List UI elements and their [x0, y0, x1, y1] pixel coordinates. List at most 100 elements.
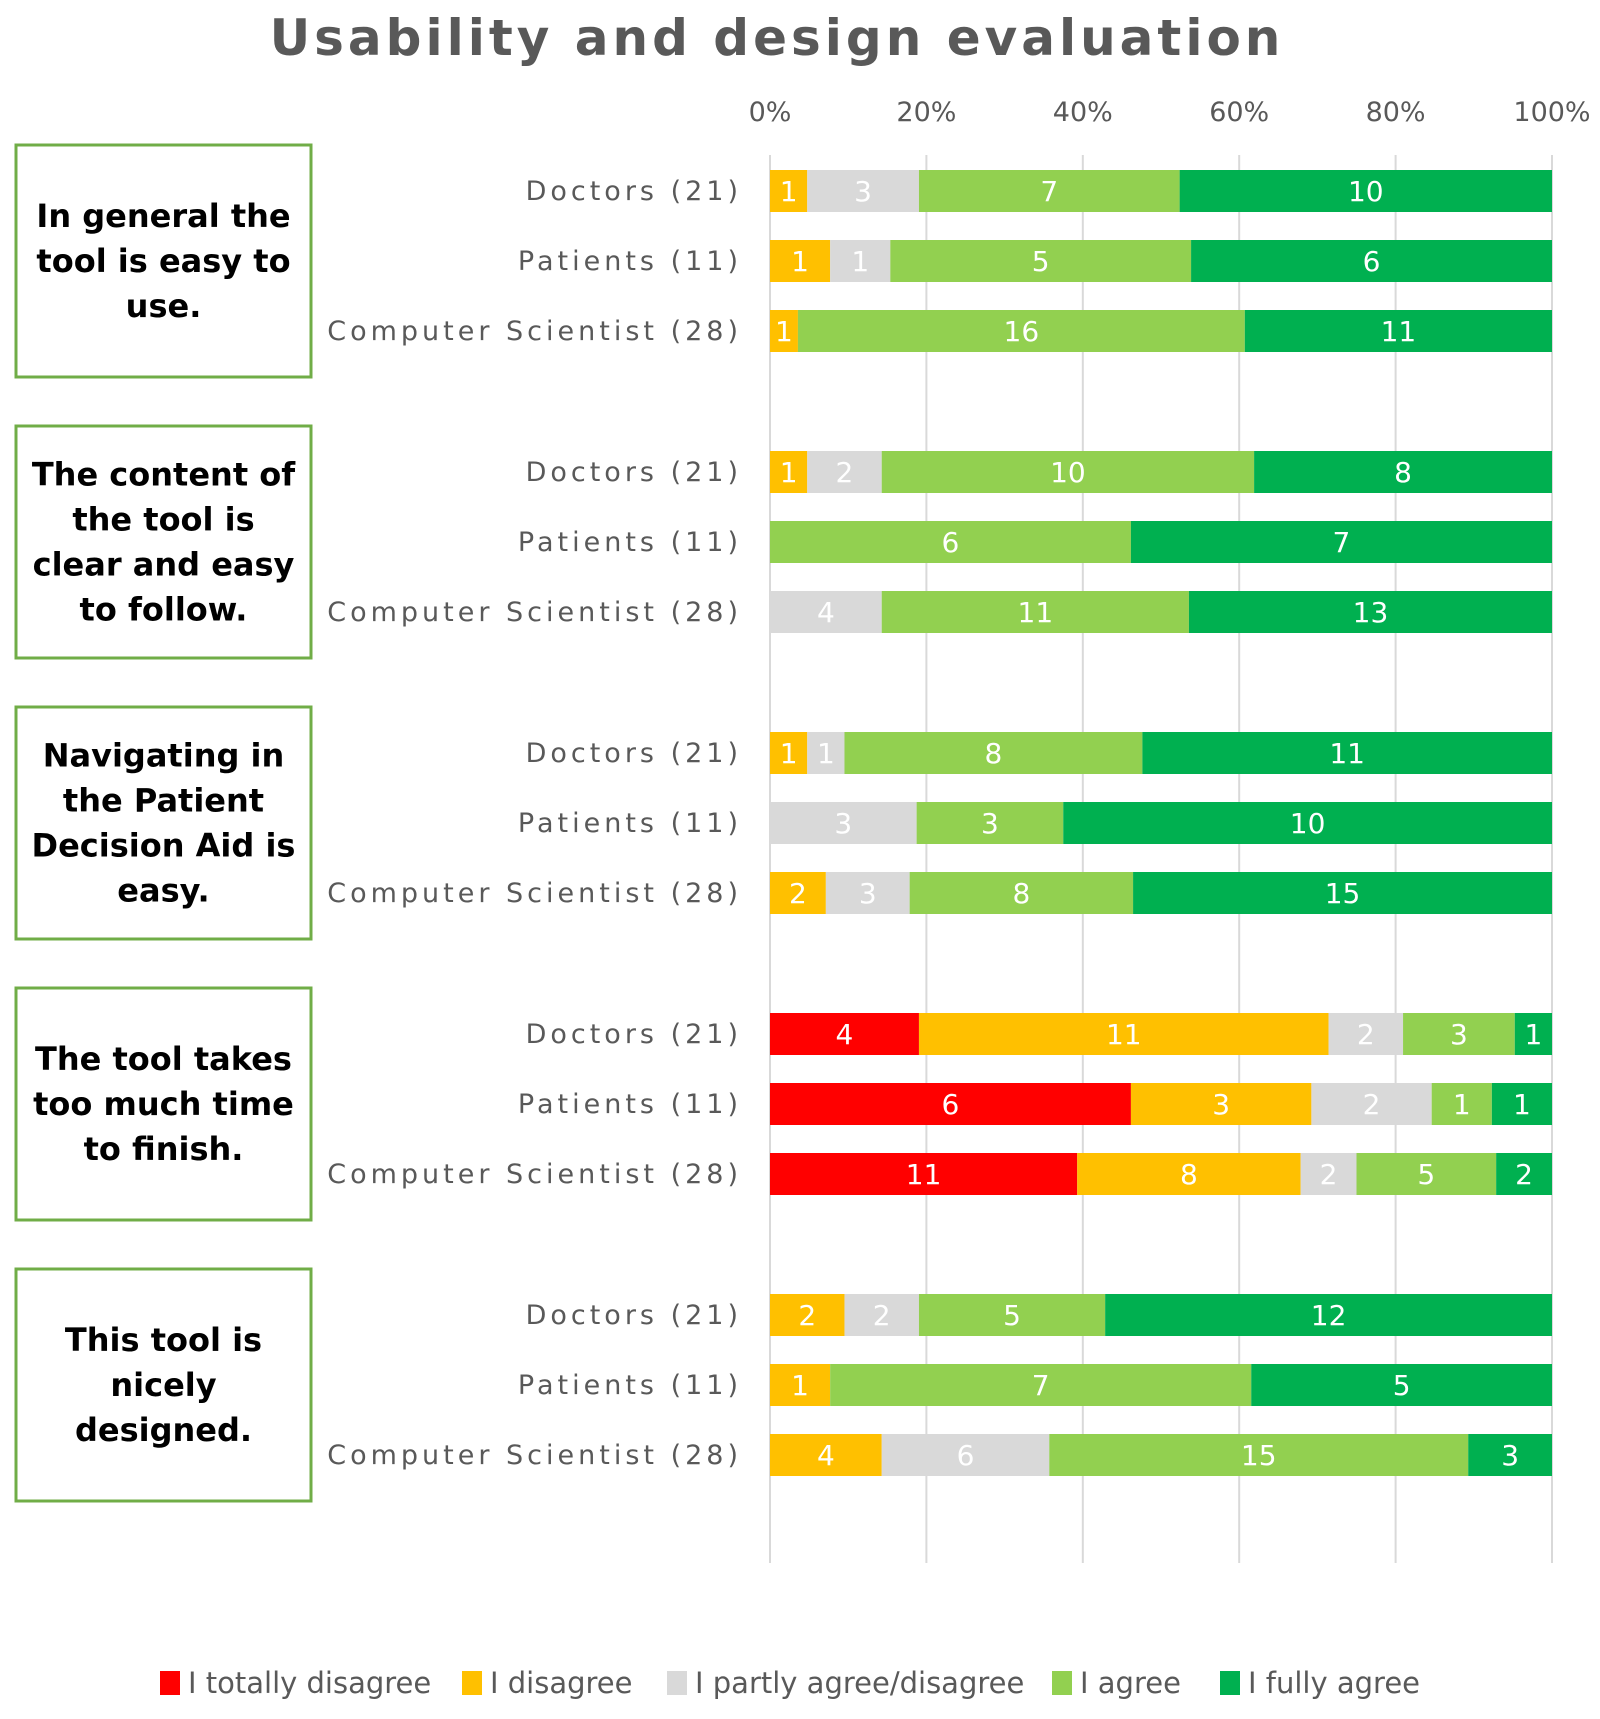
question-text: use.	[126, 287, 202, 325]
bar-value-label: 1	[1524, 1018, 1542, 1051]
bar-segment	[1431, 1083, 1492, 1125]
category-label: Patients (11)	[518, 246, 742, 277]
bar-value-label: 2	[789, 877, 807, 910]
category-label: Computer Scientist (28)	[327, 316, 742, 347]
bar-segment	[770, 1294, 845, 1336]
bar-value-label: 2	[873, 1299, 891, 1332]
bar-value-label: 5	[1393, 1369, 1411, 1402]
x-tick-label: 0%	[749, 97, 792, 128]
bar-segment	[1130, 521, 1552, 563]
bar-segment	[881, 451, 1255, 493]
bar-segment	[770, 521, 1131, 563]
bar-segment	[770, 1013, 919, 1055]
category-label: Doctors (21)	[526, 738, 742, 769]
bar-value-label: 13	[1353, 596, 1389, 629]
category-label: Doctors (21)	[526, 1300, 742, 1331]
bar-value-label: 3	[859, 877, 877, 910]
bar-segment	[918, 170, 1180, 212]
bar-segment	[1191, 240, 1552, 282]
bar-segment	[770, 872, 826, 914]
question-box	[14, 143, 313, 379]
bar-segment	[797, 310, 1245, 352]
bar-value-label: 2	[836, 456, 854, 489]
bar-value-label: 15	[1325, 877, 1361, 910]
bar-value-label: 2	[1363, 1088, 1381, 1121]
legend: I totally disagree I disagree I partly agr…	[160, 1666, 1420, 1700]
bar-value-label: 7	[1040, 175, 1058, 208]
bar-segment	[807, 451, 882, 493]
question-text: This tool is	[65, 1321, 262, 1359]
question-text: nicely	[110, 1366, 216, 1404]
bar-value-label: 5	[1003, 1299, 1021, 1332]
bar-value-label: 12	[1311, 1299, 1347, 1332]
bar-value-label: 11	[906, 1158, 942, 1191]
category-label: Computer Scientist (28)	[327, 597, 742, 628]
bar-segment	[830, 240, 891, 282]
bar-value-label: 16	[1004, 315, 1040, 348]
question-text: easy.	[117, 872, 209, 910]
bar-segment	[890, 240, 1192, 282]
bar-segment	[1251, 1364, 1552, 1406]
question-box	[14, 424, 313, 660]
bar-segment	[770, 170, 808, 212]
bar-value-label: 6	[957, 1439, 975, 1472]
legend-label: I totally disagree	[188, 1666, 431, 1700]
bar-value-label: 1	[780, 175, 798, 208]
bar-value-label: 3	[1501, 1439, 1519, 1472]
bar-segment	[1077, 1153, 1301, 1195]
question-text: to finish.	[84, 1130, 244, 1168]
bar-value-label: 7	[1032, 1369, 1050, 1402]
bars: 1 3 7 101 1 5 61 16 111 2 10 86 74 11 131 1 8 113 3 102 3 8 15…	[770, 170, 1552, 1476]
legend-swatch	[1052, 1671, 1072, 1695]
x-tick-label: 80%	[1366, 97, 1426, 128]
bar-value-label: 8	[1012, 877, 1030, 910]
bar-value-label: 11	[1329, 737, 1365, 770]
bar-value-label: 11	[1381, 315, 1417, 348]
bar-value-label: 8	[1180, 1158, 1198, 1191]
bar-segment	[1356, 1153, 1497, 1195]
bar-value-label: 15	[1241, 1439, 1277, 1472]
bar-segment	[1142, 732, 1552, 774]
bar-value-label: 10	[1348, 175, 1384, 208]
legend-label: I partly agree/disagree	[695, 1666, 1024, 1700]
bar-value-label: 4	[817, 596, 835, 629]
x-tick-label: 20%	[896, 97, 956, 128]
bar-segment	[1328, 1013, 1404, 1055]
bar-value-label: 1	[775, 315, 793, 348]
bar-segment	[830, 1364, 1252, 1406]
bar-segment	[881, 1434, 1050, 1476]
category-label: Computer Scientist (28)	[327, 878, 742, 909]
bar-segment	[1514, 1013, 1552, 1055]
bar-segment	[916, 802, 1064, 844]
x-tick-label: 40%	[1053, 97, 1113, 128]
question-text: the Patient	[63, 782, 264, 820]
category-label: Doctors (21)	[526, 457, 742, 488]
bar-segment	[1049, 1434, 1469, 1476]
bar-value-label: 2	[798, 1299, 816, 1332]
bar-value-label: 6	[1363, 245, 1381, 278]
legend-swatch	[160, 1671, 180, 1695]
bar-segment	[770, 802, 917, 844]
bar-value-label: 8	[985, 737, 1003, 770]
bar-value-label: 8	[1394, 456, 1412, 489]
bar-segment	[1491, 1083, 1552, 1125]
bar-segment	[881, 591, 1189, 633]
bar-segment	[1130, 1083, 1312, 1125]
category-label: Patients (11)	[518, 527, 742, 558]
bar-value-label: 5	[1032, 245, 1050, 278]
bar-value-label: 11	[1018, 596, 1054, 629]
bar-value-label: 7	[1333, 526, 1351, 559]
bar-segment	[1063, 802, 1552, 844]
bar-segment	[770, 451, 808, 493]
bar-segment	[825, 872, 910, 914]
bar-value-label: 6	[942, 526, 960, 559]
bar-value-label: 10	[1290, 807, 1326, 840]
bar-value-label: 1	[817, 737, 835, 770]
bar-value-label: 1	[851, 245, 869, 278]
bar-segment	[1468, 1434, 1552, 1476]
bar-value-label: 2	[1357, 1018, 1375, 1051]
bar-segment	[770, 591, 882, 633]
question-box	[14, 705, 313, 941]
x-axis-ticks: 0% 20% 40% 60% 80% 100%	[749, 97, 1591, 128]
